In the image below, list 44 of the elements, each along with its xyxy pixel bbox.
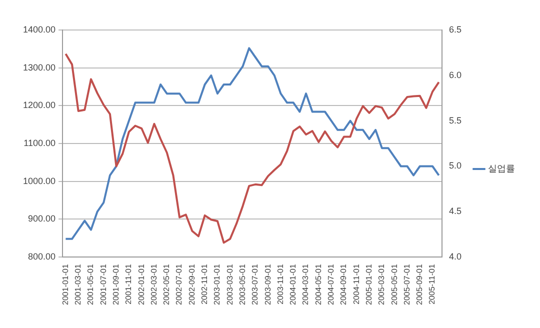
- x-tick-label: 2005-11-01: [428, 264, 437, 304]
- y-tick-label: 1100.00: [24, 138, 56, 148]
- x-tick-label: 2002-03-01: [149, 264, 158, 305]
- x-tick-label: 2001-09-01: [111, 264, 120, 305]
- x-tick-label: 2002-11-01: [200, 264, 210, 304]
- y2-tick-label: 4.0: [448, 252, 462, 262]
- y2-tick-label: 6.0: [448, 70, 462, 80]
- y-tick-label: 1200.00: [22, 100, 56, 110]
- x-tick-label: 2004-03-01: [301, 264, 310, 305]
- x-tick-label: 2001-05-01: [86, 264, 96, 305]
- x-tick-label: 2002-07-01: [174, 264, 184, 305]
- x-tick-label: 2005-03-01: [377, 264, 386, 305]
- x-tick-label: 2004-07-01: [326, 264, 336, 305]
- x-tick-label: 2004-11-01: [352, 264, 361, 304]
- x-tick-label: 2005-07-01: [402, 264, 412, 305]
- x-tick-label: 2002-01-01: [136, 264, 146, 305]
- x-tick-label: 2003-03-01: [225, 264, 234, 305]
- x-tick-label: 2003-07-01: [250, 264, 260, 305]
- y2-tick-label: 5.5: [448, 115, 462, 126]
- y2-tick-label: 6.5: [448, 24, 462, 34]
- x-tick-label: 2003-01-01: [212, 264, 222, 305]
- y-tick-label: 900.00: [28, 214, 56, 224]
- y2-tick-label: 5.0: [448, 160, 462, 171]
- x-tick-label: 2005-05-01: [390, 264, 399, 305]
- x-tick-label: 2004-01-01: [288, 264, 298, 305]
- x-tick-label: 2001-07-01: [98, 264, 108, 305]
- y2-tick-label: 4.5: [448, 206, 462, 216]
- y-tick-label: 800.00: [28, 252, 56, 262]
- x-tick-label: 2001-11-01: [124, 264, 134, 304]
- x-tick-label: 2005-09-01: [415, 264, 424, 305]
- x-tick-label: 2003-05-01: [238, 264, 247, 305]
- x-tick-label: 2003-11-01: [276, 264, 285, 304]
- x-tick-label: 2001-01-01: [60, 264, 70, 305]
- x-tick-label: 2002-05-01: [162, 264, 172, 305]
- x-tick-label: 2003-09-01: [263, 264, 272, 305]
- y-tick-label: 1300.00: [22, 62, 56, 72]
- x-tick-label: 2005-01-01: [364, 264, 374, 305]
- y-tick-label: 1000.00: [22, 176, 56, 186]
- legend-label: 실업률: [488, 163, 515, 174]
- y-tick-label: 1400.00: [22, 24, 56, 34]
- x-tick-label: 2004-09-01: [339, 264, 348, 305]
- x-tick-label: 2004-05-01: [314, 264, 323, 305]
- x-tick-label: 2001-03-01: [74, 264, 83, 305]
- x-tick-label: 2002-09-01: [187, 264, 196, 305]
